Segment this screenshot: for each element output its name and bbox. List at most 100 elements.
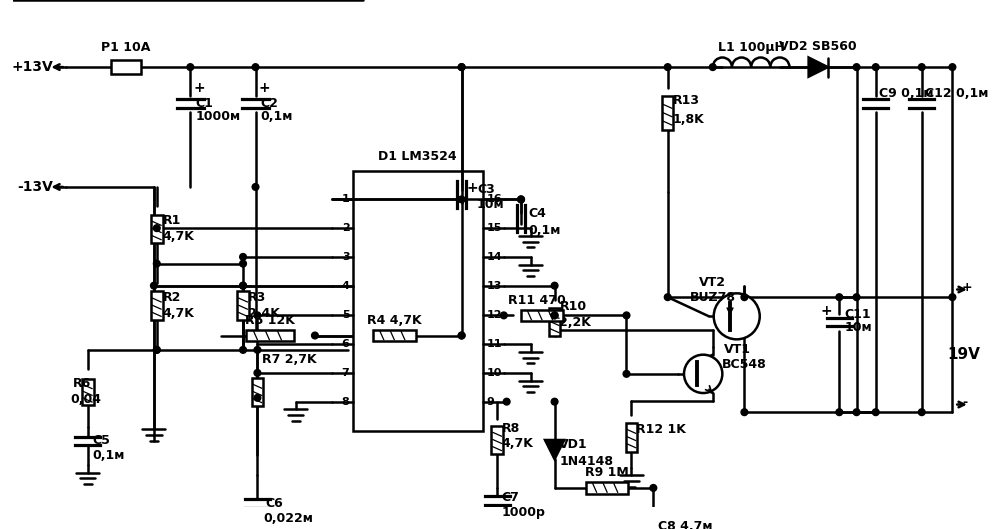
- Circle shape: [552, 312, 558, 319]
- Text: C1: C1: [195, 97, 213, 110]
- Text: 3: 3: [341, 252, 349, 262]
- Bar: [373, 330, 415, 341]
- Circle shape: [836, 294, 843, 300]
- Text: 9: 9: [486, 397, 494, 407]
- Text: VT1: VT1: [725, 343, 752, 357]
- Text: C9 0,1м: C9 0,1м: [879, 87, 933, 101]
- Circle shape: [239, 260, 246, 267]
- Circle shape: [458, 332, 465, 339]
- Circle shape: [153, 225, 160, 232]
- Circle shape: [741, 409, 748, 416]
- Circle shape: [949, 64, 956, 70]
- Circle shape: [853, 294, 860, 300]
- Circle shape: [311, 332, 318, 339]
- Text: 0,022м: 0,022м: [263, 512, 313, 525]
- Text: 1,8K: 1,8K: [673, 113, 705, 126]
- Text: 19V: 19V: [948, 347, 981, 362]
- Text: VD1: VD1: [560, 439, 588, 451]
- Bar: [662, 96, 674, 130]
- Circle shape: [741, 294, 748, 300]
- Bar: [251, 378, 263, 406]
- Text: 10: 10: [486, 368, 502, 378]
- Text: D1 LM3524: D1 LM3524: [378, 150, 456, 163]
- Circle shape: [252, 64, 259, 70]
- Text: 11: 11: [486, 339, 503, 349]
- Text: 4,7K: 4,7K: [162, 307, 194, 320]
- Circle shape: [252, 184, 259, 190]
- Bar: [522, 309, 564, 321]
- Text: 10м: 10м: [844, 321, 872, 334]
- Bar: [491, 426, 503, 454]
- Circle shape: [665, 294, 671, 300]
- Bar: [151, 215, 162, 243]
- Text: 12: 12: [486, 311, 503, 321]
- Polygon shape: [545, 440, 565, 459]
- Text: R2: R2: [162, 290, 181, 304]
- Text: 14: 14: [486, 252, 503, 262]
- Text: C2: C2: [260, 97, 278, 110]
- Text: VD2 SB560: VD2 SB560: [780, 40, 857, 52]
- Bar: [353, 171, 482, 431]
- Circle shape: [153, 346, 160, 353]
- Circle shape: [552, 398, 558, 405]
- Text: L1 100μH: L1 100μH: [718, 41, 785, 54]
- Circle shape: [254, 346, 261, 353]
- Circle shape: [624, 312, 630, 319]
- Text: P1 10A: P1 10A: [101, 41, 151, 54]
- Circle shape: [518, 196, 525, 203]
- Circle shape: [552, 282, 558, 289]
- Text: 1: 1: [341, 194, 349, 204]
- Bar: [587, 482, 629, 494]
- Text: R6: R6: [72, 377, 91, 390]
- Text: 15: 15: [486, 223, 502, 233]
- Circle shape: [254, 370, 261, 376]
- Circle shape: [153, 260, 160, 267]
- Circle shape: [187, 64, 193, 70]
- Text: 5: 5: [341, 311, 349, 321]
- Text: -13V: -13V: [17, 180, 53, 194]
- Text: R8: R8: [502, 422, 521, 435]
- Text: C6: C6: [265, 497, 283, 510]
- Text: R7 2,7K: R7 2,7K: [262, 353, 317, 366]
- Polygon shape: [809, 58, 828, 77]
- Text: R11 470: R11 470: [509, 294, 567, 306]
- Text: +: +: [820, 304, 832, 317]
- Text: 0,1м: 0,1м: [92, 449, 125, 462]
- Text: 4: 4: [341, 281, 349, 290]
- Text: +: +: [962, 281, 973, 294]
- Circle shape: [918, 64, 925, 70]
- Text: 13: 13: [486, 281, 502, 290]
- Text: 6: 6: [341, 339, 349, 349]
- Circle shape: [650, 485, 657, 491]
- Circle shape: [853, 64, 860, 70]
- Circle shape: [458, 64, 465, 70]
- Text: 2,2K: 2,2K: [560, 316, 592, 329]
- Text: R1: R1: [162, 214, 181, 227]
- Text: +: +: [258, 81, 270, 95]
- Circle shape: [918, 409, 925, 416]
- Text: 1N4148: 1N4148: [560, 454, 614, 468]
- Text: C4: C4: [529, 207, 547, 220]
- Circle shape: [710, 64, 716, 70]
- Text: BC548: BC548: [723, 358, 767, 371]
- Text: 16: 16: [486, 194, 503, 204]
- Text: 2,4K: 2,4K: [248, 307, 279, 320]
- Circle shape: [665, 64, 671, 70]
- Text: R12 1K: R12 1K: [636, 423, 686, 436]
- Text: R5 12K: R5 12K: [245, 314, 295, 327]
- Circle shape: [624, 370, 630, 377]
- Bar: [237, 291, 249, 320]
- Circle shape: [684, 354, 723, 393]
- Bar: [549, 308, 561, 336]
- Circle shape: [458, 332, 465, 339]
- Text: BUZ78: BUZ78: [690, 290, 736, 304]
- Circle shape: [873, 64, 879, 70]
- Text: C7: C7: [502, 491, 520, 504]
- Text: C11: C11: [844, 308, 871, 321]
- Text: 7: 7: [341, 368, 349, 378]
- Text: +13V: +13V: [11, 60, 53, 74]
- Circle shape: [853, 409, 860, 416]
- Circle shape: [458, 64, 465, 70]
- Text: C8 4,7м: C8 4,7м: [658, 520, 713, 529]
- Circle shape: [239, 282, 246, 289]
